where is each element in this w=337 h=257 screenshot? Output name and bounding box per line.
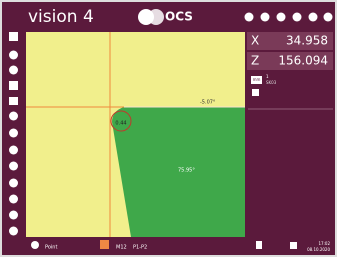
tool-icon[interactable] [9, 179, 18, 188]
axis-label: X [251, 34, 259, 48]
icon[interactable] [290, 242, 297, 249]
tool-icon[interactable] [9, 112, 18, 121]
tool-icon[interactable] [9, 81, 18, 90]
unit-code: SK03 [266, 80, 277, 85]
tool-icon[interactable] [9, 97, 18, 105]
icon[interactable] [245, 13, 254, 22]
axis-value: 156.094 [278, 54, 328, 68]
points-label: P1-P2 [133, 245, 147, 251]
axis-label: Z [251, 54, 259, 68]
angle-label: -5.07° [200, 100, 216, 106]
icon[interactable] [309, 13, 318, 22]
page: vision 4 OCS -5.07° 0.44 [0, 0, 337, 257]
tool-icon[interactable] [9, 32, 18, 41]
icon[interactable] [277, 13, 286, 22]
radius-label: 0.44 [115, 121, 126, 127]
logo-text: OCS [165, 10, 193, 24]
screen: vision 4 OCS -5.07° 0.44 [0, 0, 337, 257]
tool-icon[interactable] [9, 195, 18, 204]
mode-icon[interactable] [31, 241, 39, 249]
tool-icon[interactable] [9, 162, 18, 171]
logo: OCS [138, 9, 193, 25]
tool-icon[interactable] [9, 146, 18, 155]
icon[interactable] [293, 13, 302, 22]
tool-icon[interactable] [252, 89, 259, 96]
tool-icon[interactable] [9, 66, 18, 75]
axis-value: 34.958 [286, 34, 328, 48]
icon[interactable] [261, 13, 270, 22]
tool-icon[interactable] [9, 51, 18, 60]
tool-label: M12 [116, 245, 127, 251]
angle-label: 75.95° [178, 168, 195, 174]
tool-icon[interactable] [9, 129, 18, 138]
tool-icon[interactable] [9, 227, 18, 236]
icon[interactable] [324, 13, 333, 22]
time: 17:02 [318, 241, 330, 246]
date: 08.10.2020 [307, 247, 330, 252]
app-title: vision 4 [28, 7, 94, 27]
mode-label: Point [45, 245, 57, 251]
tool-icon[interactable] [9, 211, 18, 220]
camera-view: -5.07° 0.44 75.95° [26, 32, 245, 237]
unit-label: mm [253, 77, 261, 82]
tool-icon [100, 240, 109, 249]
icon[interactable] [256, 241, 262, 249]
